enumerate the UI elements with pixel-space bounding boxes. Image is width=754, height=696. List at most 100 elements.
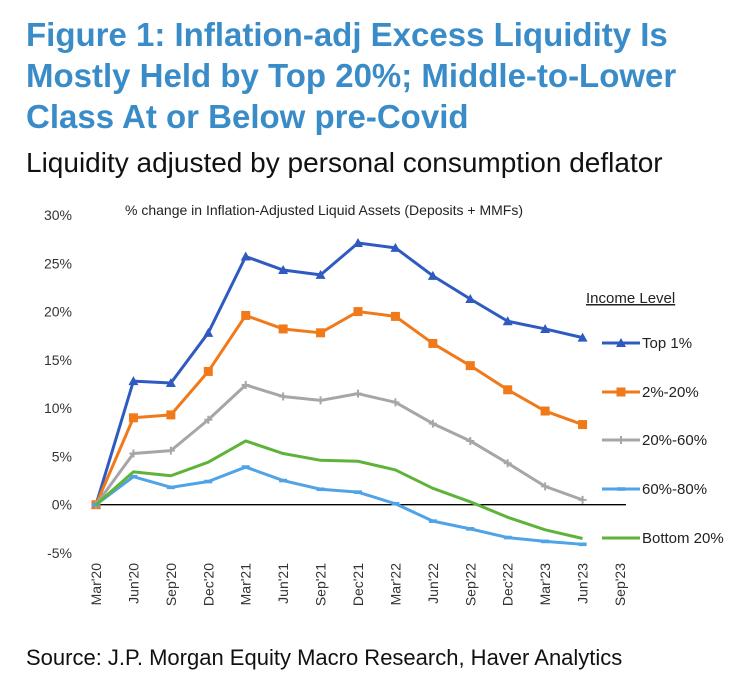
legend-item: Bottom 20% — [602, 530, 724, 547]
data-point — [427, 270, 438, 280]
data-point — [465, 294, 476, 304]
data-point — [541, 482, 550, 491]
x-tick-label: Sep'23 — [612, 563, 628, 606]
data-point — [577, 332, 588, 342]
chart-title: % change in Inflation-Adjusted Liquid As… — [125, 202, 523, 218]
x-tick-label: Jun'23 — [575, 563, 591, 604]
series-line — [94, 383, 584, 506]
data-point — [390, 242, 401, 252]
data-point — [240, 251, 251, 261]
data-point — [541, 539, 550, 544]
x-tick-label: Jun'22 — [425, 563, 441, 604]
y-tick-label: 20% — [44, 304, 72, 320]
legend-label: 20%-60% — [642, 432, 707, 449]
data-point — [578, 495, 587, 504]
data-point — [316, 487, 325, 492]
data-point — [129, 474, 138, 479]
x-tick-label: Dec'20 — [200, 563, 216, 606]
data-point — [354, 490, 362, 494]
data-point — [428, 419, 437, 428]
data-point — [616, 338, 626, 347]
data-point — [465, 361, 475, 371]
x-tick-label: Jun'20 — [125, 563, 141, 604]
data-point — [578, 420, 588, 430]
data-point — [241, 380, 250, 389]
data-point — [616, 387, 626, 397]
data-point — [503, 459, 512, 468]
y-axis: 30% 25% 20% 15% 10% 5% 0% -5% — [44, 207, 72, 561]
data-point — [503, 385, 513, 395]
legend-label: 2%-20% — [642, 384, 699, 401]
series-line — [95, 439, 583, 540]
y-tick-label: -5% — [47, 545, 72, 561]
data-point — [353, 238, 363, 248]
legend-item: 60%-80% — [602, 481, 707, 498]
y-tick-label: 0% — [52, 497, 72, 513]
legend-item: 2%-20% — [602, 384, 699, 401]
legend-item: Top 1% — [602, 335, 692, 352]
series-line — [95, 465, 583, 546]
data-point — [278, 324, 288, 334]
x-tick-label: Dec'21 — [350, 563, 366, 606]
data-point — [390, 311, 400, 321]
y-tick-label: 30% — [44, 207, 72, 223]
data-point — [503, 535, 512, 540]
data-point — [165, 378, 176, 388]
series-line — [94, 310, 584, 506]
data-point — [391, 398, 400, 407]
data-point — [617, 487, 625, 491]
data-point — [166, 446, 175, 455]
legend-label: Bottom 20% — [642, 530, 724, 547]
data-point — [279, 478, 288, 483]
data-point — [316, 328, 326, 338]
data-point — [316, 396, 325, 405]
data-point — [129, 449, 138, 458]
data-point — [166, 485, 175, 490]
data-point — [279, 392, 288, 401]
data-point — [540, 406, 550, 416]
x-tick-label: Mar'21 — [238, 563, 254, 606]
data-point — [128, 376, 139, 386]
data-point — [354, 389, 362, 398]
x-tick-label: Dec'22 — [500, 563, 516, 606]
data-point — [241, 465, 250, 469]
figure-subtitle: Liquidity adjusted by personal consumpti… — [26, 147, 663, 178]
data-point — [466, 436, 475, 445]
data-point — [166, 410, 176, 420]
data-point — [204, 415, 213, 424]
series-line — [94, 241, 583, 506]
data-point — [204, 479, 213, 484]
x-tick-label: Sep'22 — [462, 563, 478, 606]
y-tick-label: 5% — [52, 448, 72, 464]
data-point — [353, 307, 363, 317]
y-tick-label: 15% — [44, 352, 72, 368]
legend-item: 20%-60% — [602, 432, 707, 449]
data-point — [502, 316, 513, 326]
data-point — [391, 501, 400, 506]
x-tick-label: Sep'20 — [163, 563, 179, 606]
data-point — [203, 366, 213, 376]
data-point — [128, 413, 138, 423]
line-chart: % change in Inflation-Adjusted Liquid As… — [44, 202, 724, 606]
x-tick-label: Mar'20 — [88, 563, 104, 606]
legend: Income Level Top 1% 2%-20% 20%-60% 60%-80% B… — [586, 290, 724, 547]
legend-label: 60%-80% — [642, 481, 707, 498]
data-point — [315, 269, 326, 279]
y-tick-label: 25% — [44, 255, 72, 271]
data-point — [278, 265, 289, 275]
legend-label: Top 1% — [642, 335, 692, 352]
x-axis: Mar'20 Jun'20 Sep'20 Dec'20 Mar'21 Jun'21 Sep'… — [88, 563, 628, 606]
figure-title: Figure 1: Inflation-adj Excess Liquidity… — [26, 16, 677, 135]
data-point — [466, 527, 475, 531]
data-point — [203, 327, 214, 337]
x-tick-label: Jun'21 — [275, 563, 291, 604]
data-point — [578, 542, 587, 547]
data-point — [428, 519, 437, 523]
x-tick-label: Mar'22 — [387, 563, 403, 606]
data-point — [540, 323, 551, 333]
x-tick-label: Sep'21 — [313, 563, 329, 606]
plot-series — [91, 238, 588, 547]
source-note: Source: J.P. Morgan Equity Macro Researc… — [26, 645, 623, 670]
y-tick-label: 10% — [44, 400, 72, 416]
data-point — [241, 310, 251, 320]
